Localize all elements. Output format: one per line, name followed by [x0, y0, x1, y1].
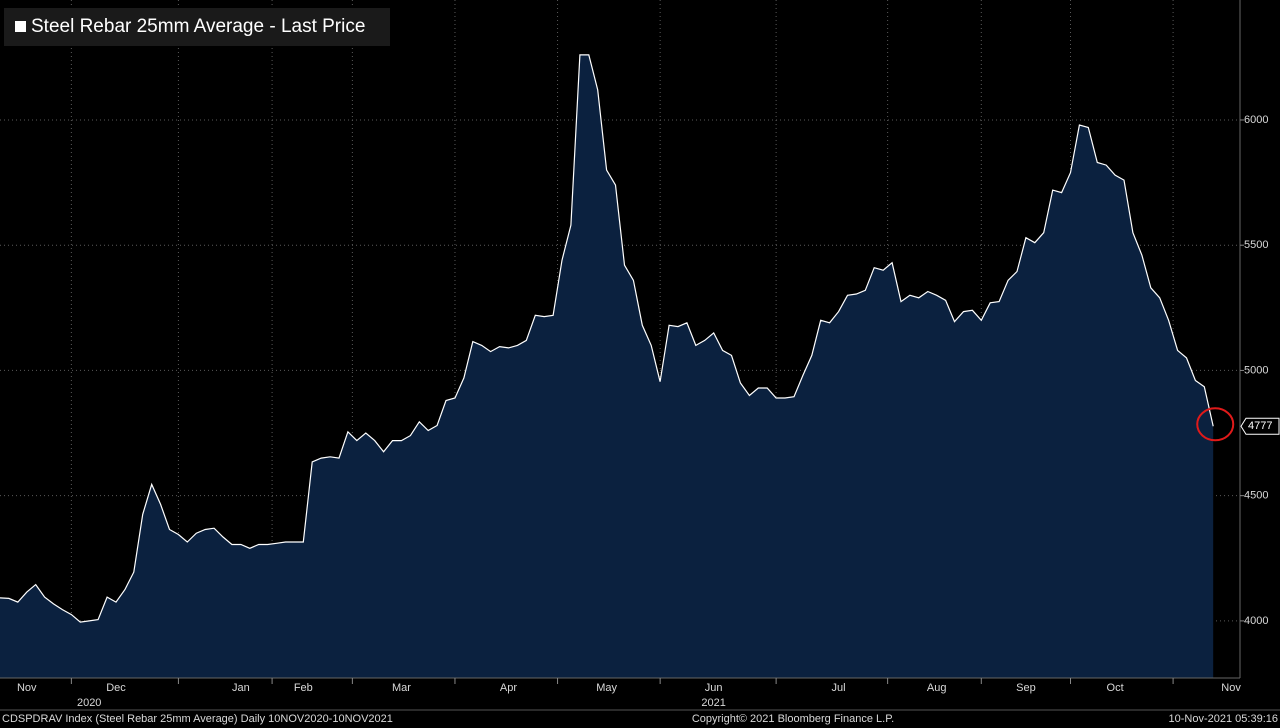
x-year-label: 2020: [77, 697, 101, 709]
x-tick-label: Aug: [927, 682, 947, 694]
line: [0, 54, 1214, 623]
footer-right: 10-Nov-2021 05:39:16: [1169, 713, 1278, 725]
x-tick-label: Sep: [1016, 682, 1036, 694]
x-tick-label: Dec: [106, 682, 126, 694]
footer-left: CDSPDRAV Index (Steel Rebar 25mm Average…: [2, 713, 393, 725]
highlight-circle: [1196, 407, 1235, 442]
x-tick-label: Feb: [294, 682, 313, 694]
x-year-label: 2021: [701, 697, 725, 709]
title-box: [4, 8, 390, 46]
x-tick-label: Mar: [392, 682, 411, 694]
last-value-box: [1240, 417, 1280, 435]
footer-center: Copyright© 2021 Bloomberg Finance L.P.: [692, 713, 894, 725]
area: [0, 54, 1214, 678]
x-tick-label: Nov: [17, 682, 37, 694]
chart-title: Steel Rebar 25mm Average - Last Price: [31, 16, 365, 37]
x-tick-label: Nov: [1221, 682, 1241, 694]
y-tick-label: 5500: [1244, 239, 1268, 251]
x-tick-label: Jun: [705, 682, 723, 694]
legend-swatch: [15, 21, 26, 32]
y-tick-label: 5000: [1244, 364, 1268, 376]
x-tick-label: Oct: [1107, 682, 1124, 694]
x-tick-label: Apr: [500, 682, 517, 694]
x-tick-label: Jan: [232, 682, 250, 694]
x-tick-label: Jul: [832, 682, 846, 694]
y-tick-label: 4500: [1244, 490, 1268, 502]
x-tick-label: May: [596, 682, 617, 694]
plot: [0, 0, 1240, 678]
y-tick-label: 4000: [1244, 615, 1268, 627]
y-tick-label: 6000: [1244, 114, 1268, 126]
last-value-label: 4777: [1248, 420, 1272, 432]
